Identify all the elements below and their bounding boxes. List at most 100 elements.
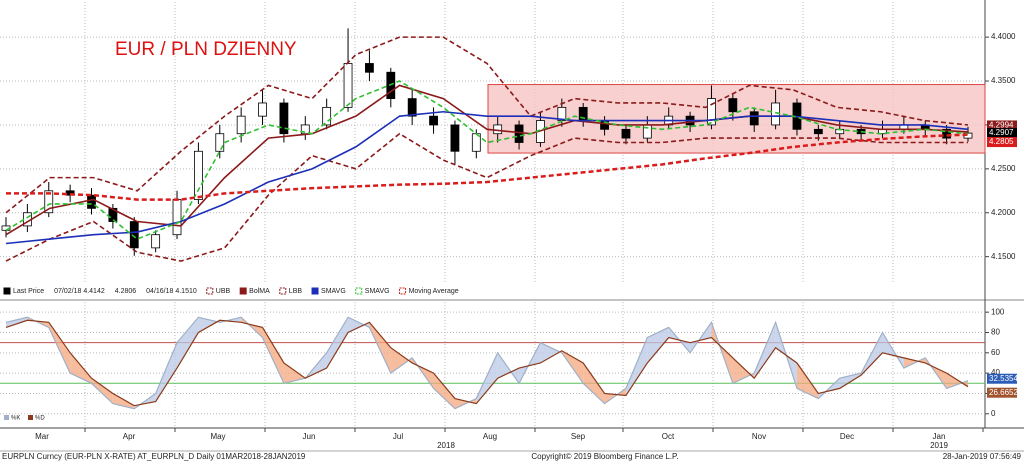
candle-body (87, 194, 96, 209)
range-band (487, 84, 986, 154)
oscillator-fill (583, 362, 605, 404)
candle-body (429, 115, 438, 126)
candle-body (322, 106, 332, 126)
legend-label: SMAVG (365, 288, 390, 295)
last-label: 32.5354 (989, 374, 1018, 383)
x-year-label: 2019 (930, 441, 948, 450)
series-line (5, 110, 969, 245)
legend-label: %D (35, 416, 45, 422)
last-label-box (987, 373, 1017, 384)
oscillator-line (5, 316, 969, 410)
y-tick-label: 4.2500 (991, 164, 1016, 173)
oscillator-fill (412, 357, 434, 389)
oscillator-fill (540, 342, 562, 363)
oscillator-line (5, 319, 969, 407)
y-tick-label: 40 (991, 368, 1000, 377)
legend-swatch (399, 287, 407, 295)
series-line (5, 132, 968, 262)
last-label-box (987, 128, 1017, 139)
x-tick-label: Aug (483, 432, 497, 441)
y-tick-label: 4.4000 (991, 32, 1016, 41)
candle-body (365, 63, 374, 73)
x-year-label: 2018 (437, 441, 455, 450)
candle-body (407, 98, 417, 117)
oscillator-fill (732, 357, 755, 384)
candle-body (236, 115, 246, 135)
x-tick-label: Dec (840, 432, 854, 441)
candle-body (728, 98, 738, 113)
candle-body (343, 63, 353, 108)
x-tick-label: Jul (393, 432, 403, 441)
legend-label: LBB (289, 288, 303, 295)
candle-body (258, 102, 267, 117)
y-tick-label: 80 (991, 328, 1000, 337)
candle-body (942, 128, 952, 139)
legend-swatch (3, 287, 11, 295)
oscillator-fill (348, 317, 370, 333)
x-tick-label: Jan (933, 432, 946, 441)
x-tick-label: Mar (35, 432, 49, 441)
chart-title: EUR / PLN DZIENNY (115, 39, 297, 60)
legend-label: Last Price (13, 288, 44, 295)
oscillator-fill (796, 362, 819, 399)
oscillator-fill (390, 347, 413, 374)
legend-label: 4.2806 (115, 288, 137, 295)
candle-body (386, 71, 396, 99)
candle-body (193, 150, 203, 200)
legend-label: Moving Average (409, 288, 459, 295)
y-tick-label: 0 (991, 409, 996, 418)
y-tick-label: 4.1500 (991, 252, 1016, 261)
oscillator-fill (625, 337, 648, 396)
footer-right: 28-Jan-2019 07:56:49 (943, 452, 1022, 461)
series-line (5, 36, 969, 214)
legend-label: 04/16/18 4.1510 (146, 288, 197, 295)
candle-body (813, 128, 823, 135)
y-tick-label: 4.2000 (991, 208, 1016, 217)
oscillator-fill (177, 317, 199, 369)
oscillator-fill (326, 317, 349, 369)
legend-swatch (239, 287, 247, 295)
oscillator-fill (647, 327, 669, 363)
candle-body (514, 124, 524, 143)
last-label: 4.2805 (989, 137, 1014, 146)
x-tick-label: Oct (662, 432, 675, 441)
oscillator-fill (283, 362, 306, 384)
oscillator-fill (6, 317, 28, 328)
last-label: 26.6652 (989, 388, 1018, 397)
x-tick-label: Nov (752, 432, 766, 441)
last-label: 4.2907 (989, 128, 1014, 137)
x-tick-label: Jun (303, 432, 316, 441)
candle-body (621, 128, 631, 139)
oscillator-fill (262, 327, 284, 384)
legend-swatch (28, 415, 33, 420)
legend-label: %K (11, 416, 20, 422)
candle-body (707, 98, 716, 126)
legend-swatch (4, 415, 9, 420)
footer-center: Copyright© 2019 Bloomberg Finance L.P. (531, 452, 678, 461)
x-tick-label: May (210, 432, 225, 441)
plot-layer: 4.15004.20004.25004.30004.35004.40004.29… (0, 2, 1018, 450)
y-tick-label: 60 (991, 348, 1000, 357)
legend-swatch (279, 287, 287, 295)
oscillator-fill (91, 378, 113, 404)
candle-body (215, 133, 225, 152)
legend-label: UBB (216, 288, 231, 295)
series-line (5, 80, 969, 241)
x-tick-label: Sep (571, 432, 586, 441)
y-tick-label: 4.3500 (991, 76, 1016, 85)
candle-body (749, 111, 759, 126)
legend-label: SMAVG (321, 288, 346, 295)
x-tick-label: Apr (123, 432, 136, 441)
candle-body (450, 124, 460, 152)
last-label: 4.2994 (989, 121, 1014, 130)
legend-swatch (355, 287, 363, 295)
legend-swatch (311, 287, 319, 295)
last-label-box (987, 387, 1017, 398)
candle-body (44, 190, 54, 214)
footer-left: EURPLN Curncy (EUR-PLN X-RATE) AT_EURPLN… (2, 452, 306, 461)
candle-body (279, 102, 289, 135)
y-tick-label: 100 (991, 307, 1005, 316)
candle-body (172, 199, 182, 236)
